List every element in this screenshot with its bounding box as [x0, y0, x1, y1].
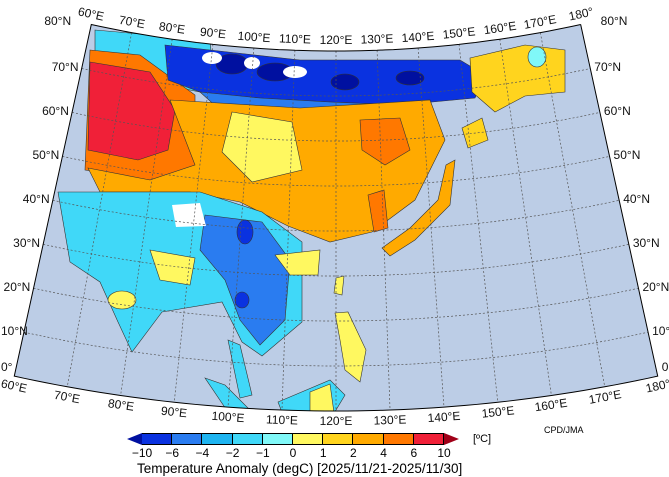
- region-japan: [381, 159, 456, 257]
- left-lat-label: 20°N: [3, 280, 31, 295]
- colorbar-segment: [202, 433, 233, 445]
- region-yellow-india: [149, 249, 196, 286]
- map-border: [13, 23, 659, 412]
- colorbar-high-arrow: [444, 433, 459, 445]
- top-lon-label: 110°E: [278, 31, 312, 47]
- bottom-lon-label: 100°E: [211, 408, 245, 426]
- right-lat-label: 50°N: [613, 148, 641, 163]
- missing-data-2: [244, 57, 260, 69]
- region-philippines: [334, 311, 367, 383]
- bottom-lon-label: 150°E: [480, 403, 515, 421]
- colorbar-segment: [353, 433, 384, 445]
- region-darkblue-1: [236, 219, 254, 245]
- colorbar-tick-label: 1: [319, 446, 327, 460]
- colorbar-segment: [232, 433, 263, 445]
- colorbar-tick-label: 4: [380, 446, 387, 460]
- top-lon-label: 80°E: [158, 19, 187, 37]
- right-lat-label: 30°N: [632, 236, 660, 251]
- parallel-line: [72, 112, 600, 142]
- bottom-lon-label: 130°E: [373, 412, 407, 428]
- missing-data-3: [283, 66, 307, 78]
- left-lat-label: 80°N: [44, 13, 72, 28]
- graticule: [23, 32, 649, 411]
- meridian-line: [499, 39, 552, 396]
- meridian-line: [120, 39, 173, 396]
- right-lat-label: 20°N: [642, 280, 669, 295]
- top-lon-label: 150°E: [441, 24, 477, 43]
- right-lat-label: 0°: [661, 360, 669, 375]
- colorbar-tick-label: −10: [131, 446, 153, 460]
- left-lat-label: 40°N: [22, 192, 50, 207]
- anomaly-field: [57, 29, 566, 411]
- bottom-lon-label: 70°E: [53, 387, 82, 406]
- region-navy-3: [330, 73, 360, 91]
- region-malay-peninsula: [227, 339, 253, 399]
- region-blue-indochina: [199, 214, 291, 346]
- left-lat-label: 0°: [1, 360, 13, 375]
- colorbar-tick-label: −6: [165, 446, 180, 460]
- colorbar-segment: [172, 433, 203, 445]
- top-lon-label: 100°E: [237, 28, 271, 46]
- colorbar-tick-label: −4: [195, 446, 210, 460]
- parallel-line: [81, 68, 591, 97]
- left-lat-label: 70°N: [51, 60, 79, 75]
- bottom-lon-label: 110°E: [265, 412, 299, 428]
- region-cyan-northeast: [527, 46, 547, 68]
- region-orange-china: [359, 117, 411, 166]
- missing-data-1: [202, 52, 222, 64]
- top-lon-label: 70°E: [117, 12, 146, 31]
- colorbar-tick-label: −1: [255, 446, 270, 460]
- credit-label: CPD/JMA: [544, 425, 584, 435]
- bottom-lon-label: 140°E: [427, 408, 461, 426]
- temperature-anomaly-map: [13, 23, 659, 412]
- colorbar-tick-label: 2: [350, 446, 357, 460]
- right-lat-label: 80°N: [600, 13, 628, 28]
- region-korea: [367, 189, 389, 233]
- right-lat-label: 10°N: [652, 324, 669, 339]
- region-yellow-south-china: [274, 249, 321, 276]
- colorbar-segment: [323, 433, 354, 445]
- right-lat-label: 40°N: [623, 192, 650, 207]
- colorbar-tick-label: 10: [437, 446, 451, 460]
- region-yellow-mongolia: [221, 111, 303, 183]
- colorbar-title: Temperature Anomaly (degC) [2025/11/21-2…: [137, 461, 463, 476]
- left-lat-label: 10°N: [1, 324, 28, 339]
- region-darkblue-2: [234, 291, 250, 309]
- right-lat-label: 60°N: [603, 104, 631, 119]
- colorbar-low-arrow: [127, 433, 142, 445]
- top-lon-label: 130°E: [360, 31, 394, 47]
- top-lon-label: 120°E: [319, 33, 353, 47]
- meridian-line: [227, 48, 255, 408]
- colorbar-segment: [413, 433, 444, 445]
- top-lon-label: 140°E: [401, 28, 435, 46]
- parallel-line: [33, 287, 639, 322]
- parallel-line: [23, 331, 649, 367]
- colorbar-segment: [293, 433, 324, 445]
- colorbar-segment: [262, 433, 293, 445]
- colorbar-tick-label: −2: [225, 446, 240, 460]
- parallel-line: [52, 199, 620, 232]
- left-lat-label: 50°N: [32, 148, 60, 163]
- left-lat-label: 30°N: [13, 236, 40, 251]
- top-lon-label: 90°E: [199, 24, 227, 42]
- region-navy-4: [395, 70, 425, 86]
- colorbar-tick-label: 0: [289, 446, 297, 460]
- left-lat-label: 60°N: [42, 104, 69, 119]
- region-red-west: [87, 61, 176, 161]
- missing-data-tibet: [172, 203, 206, 227]
- colorbar-segment: [383, 433, 414, 445]
- region-yellow-india-2: [107, 290, 137, 310]
- bottom-lon-label: 120°E: [319, 414, 353, 428]
- region-taiwan: [333, 275, 345, 296]
- right-lat-label: 70°N: [594, 60, 622, 75]
- colorbar-segment: [142, 433, 173, 445]
- colorbar-unit: [ºC]: [473, 433, 492, 445]
- colorbar-tick-label: 6: [410, 446, 418, 460]
- bottom-lon-label: 90°E: [160, 403, 188, 421]
